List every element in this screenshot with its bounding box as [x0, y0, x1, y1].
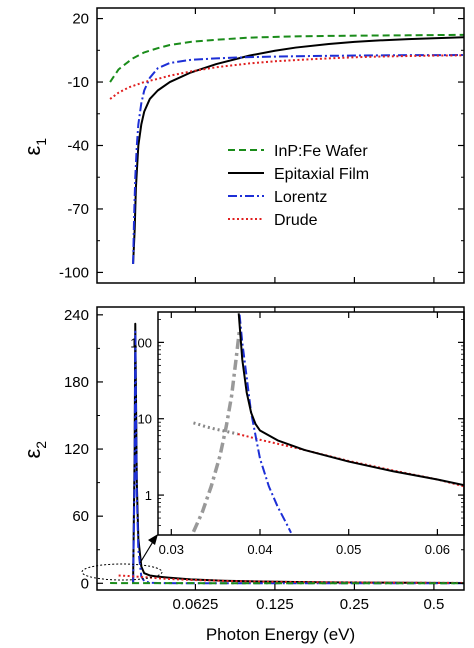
legend-label-lorentz: Lorentz	[274, 189, 327, 206]
inset-series-group	[191, 313, 464, 534]
zoom-ellipse	[81, 563, 163, 581]
eps1-line-epitaxial	[132, 36, 464, 265]
eps2-ytick-label: 120	[64, 441, 89, 458]
eps2-ytick-label: 240	[64, 307, 89, 324]
inset-line-drude_component	[193, 421, 239, 436]
zoom-arrow-head	[148, 534, 158, 545]
eps1-ytick-label: -10	[67, 74, 89, 91]
inset-ytick-label: 100	[130, 335, 152, 350]
legend-label-drude: Drude	[274, 212, 318, 229]
eps2-line-drude	[118, 574, 464, 584]
inset-xtick-label: 0.04	[247, 542, 272, 557]
inset-xtick-label: 0.05	[336, 542, 361, 557]
eps2-xlabel: Photon Energy (eV)	[206, 625, 355, 644]
eps2-ytick-label: 60	[72, 508, 89, 525]
eps1-ytick-label: -100	[59, 264, 89, 281]
eps2-ytick-label: 180	[64, 374, 89, 391]
eps1-ytick-label: -70	[67, 201, 89, 218]
eps2-xtick-label: 0.0625	[172, 596, 218, 613]
eps2-ylabel-sub: 2	[33, 441, 49, 449]
eps2-ylabel: ε2	[20, 441, 49, 459]
eps2-frame	[96, 306, 465, 591]
eps2-xtick-label: 0.125	[256, 596, 294, 613]
eps1-ylabel-sub: 1	[33, 138, 49, 146]
inset-bg	[158, 312, 464, 535]
zoom-arrow-line	[139, 539, 155, 564]
eps2-xtick-label: 0.5	[423, 596, 444, 613]
inset-line-drude	[237, 433, 464, 488]
eps1-line-inp_wafer	[109, 33, 464, 83]
inset-ytick-label: 10	[138, 412, 152, 427]
eps1-ylabel: ε1	[20, 138, 49, 156]
eps1-line-drude	[109, 54, 464, 100]
inset-xtick-label: 0.06	[425, 542, 450, 557]
legend-label-epitaxial: Epitaxial Film	[274, 166, 369, 183]
inset-line-lorentz	[238, 314, 292, 534]
eps1-ytick-label: -40	[67, 138, 89, 155]
eps2-xtick-label: 0.25	[340, 596, 369, 613]
inset-line-epitaxial	[237, 313, 464, 487]
eps1-ytick-label: 20	[72, 11, 89, 28]
eps1-series-group	[109, 33, 464, 265]
legend-label-inp_wafer: InP:Fe Wafer	[274, 143, 368, 160]
inset-xtick-label: 0.03	[159, 542, 184, 557]
inset-ytick-label: 1	[145, 488, 152, 503]
inset-line-lorentz_component	[191, 328, 242, 533]
eps2-ytick-label: 0	[81, 575, 89, 592]
